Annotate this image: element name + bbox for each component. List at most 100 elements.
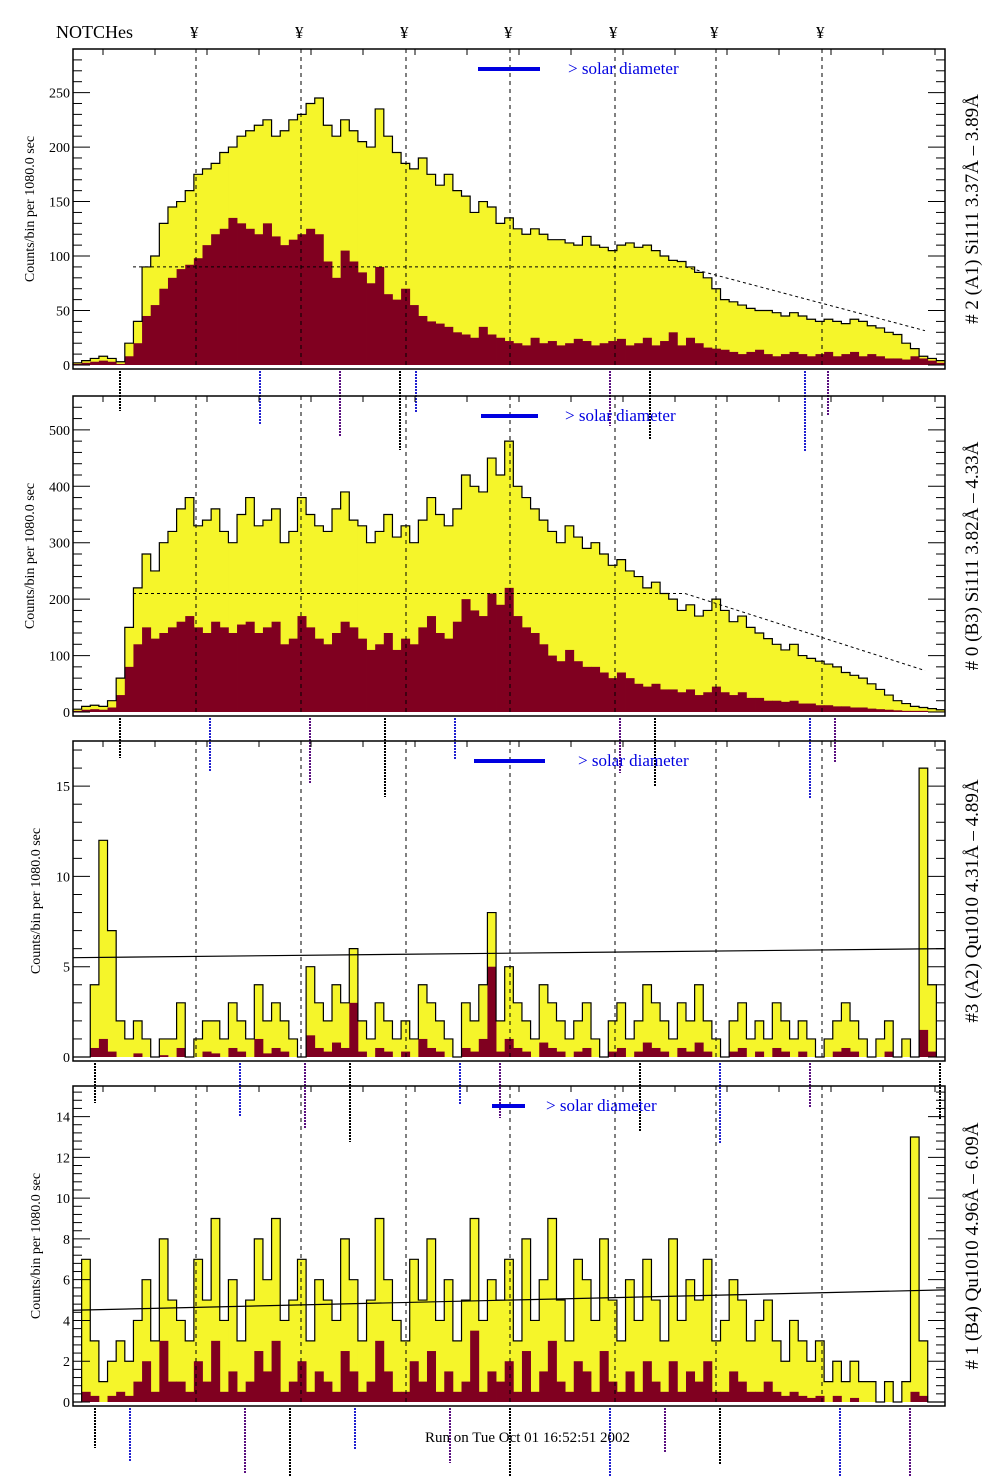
component-bar — [677, 345, 687, 365]
component-bar — [910, 710, 920, 712]
total-bar — [547, 239, 557, 365]
total-bar — [755, 633, 765, 712]
component-bar — [202, 1051, 212, 1057]
total-bar — [288, 1300, 298, 1402]
total-bar — [401, 163, 411, 365]
component-bar — [720, 349, 730, 365]
total-bar — [332, 1320, 342, 1402]
component-bar — [340, 1351, 350, 1402]
total-bar — [357, 1340, 367, 1402]
total-bar — [763, 310, 773, 365]
total-bar — [116, 1340, 126, 1402]
total-bar — [418, 984, 428, 1057]
component-bar — [625, 678, 635, 712]
total-bar — [703, 1259, 713, 1402]
total-bar — [357, 1020, 367, 1057]
component-bar — [150, 638, 160, 712]
component-bar — [478, 1391, 488, 1402]
total-bar — [392, 152, 402, 365]
total-bar — [478, 984, 488, 1057]
total-bar — [755, 310, 765, 365]
total-bar — [651, 582, 661, 712]
total-bar — [884, 1381, 894, 1402]
component-bar — [150, 1391, 160, 1402]
total-bar — [323, 1300, 333, 1402]
total-bar — [340, 1238, 350, 1402]
component-bar — [245, 621, 255, 712]
component-bar — [487, 593, 497, 712]
total-bar — [193, 525, 203, 712]
component-bar — [832, 356, 842, 365]
component-bar — [651, 345, 661, 365]
total-bar — [850, 319, 860, 365]
y-tick-label: 150 — [49, 196, 70, 211]
total-bar — [910, 1136, 920, 1402]
total-bar — [409, 1259, 419, 1402]
component-bar — [582, 1047, 592, 1057]
total-bar — [556, 1020, 566, 1057]
component-bar — [133, 1053, 143, 1057]
total-bar — [90, 1340, 100, 1402]
total-bar — [237, 514, 247, 712]
component-bar — [124, 356, 134, 365]
component-bar — [211, 234, 221, 365]
total-bar — [755, 1320, 765, 1402]
component-bar — [565, 1391, 575, 1402]
total-bar — [107, 700, 117, 712]
component-bar — [513, 616, 523, 712]
total-bar — [685, 266, 696, 365]
total-bar — [332, 136, 342, 365]
solar-diameter-legend: > solar diameter — [565, 406, 676, 425]
total-bar — [668, 1038, 678, 1057]
component-bar — [133, 343, 143, 365]
component-bar — [349, 261, 359, 365]
component-bar — [487, 334, 497, 365]
component-bar — [245, 1381, 255, 1402]
total-bar — [245, 497, 255, 712]
component-bar — [392, 299, 402, 365]
component-bar — [409, 1361, 419, 1402]
total-bar — [254, 984, 264, 1057]
component-bar — [729, 351, 739, 365]
total-bar — [245, 1038, 255, 1057]
total-bar — [677, 610, 687, 712]
total-bar — [435, 185, 445, 365]
total-bar — [824, 1038, 834, 1057]
y-tick-label: 12 — [56, 1151, 70, 1166]
component-bar — [185, 264, 195, 365]
component-bar — [824, 351, 834, 365]
total-bar — [228, 542, 238, 712]
component-bar — [107, 1051, 117, 1057]
y-axis-label: Counts/bin per 1080.0 sec — [29, 1173, 44, 1319]
total-bar — [616, 245, 626, 365]
component-bar — [228, 217, 238, 365]
component-bar — [98, 709, 108, 712]
component-bar — [452, 332, 462, 365]
total-bar — [470, 1020, 480, 1057]
component-bar — [81, 362, 91, 365]
total-bar — [176, 508, 186, 712]
total-bar — [642, 984, 652, 1057]
total-bar — [685, 604, 696, 712]
component-bar — [539, 343, 549, 365]
component-bar — [875, 709, 885, 712]
total-bar — [271, 1002, 281, 1057]
total-bar — [893, 700, 903, 712]
total-bar — [625, 242, 635, 365]
total-bar — [176, 1320, 186, 1402]
component-bar — [660, 1391, 670, 1402]
component-bar — [815, 1395, 825, 1402]
total-bar — [763, 1300, 773, 1402]
component-bar — [81, 709, 91, 712]
component-bar — [832, 1051, 842, 1057]
component-bar — [591, 1391, 601, 1402]
component-bar — [90, 709, 100, 712]
total-bar — [616, 1340, 626, 1402]
component-bar — [582, 666, 592, 712]
component-bar — [521, 1051, 531, 1057]
total-outline — [72, 440, 945, 712]
component-bar — [306, 627, 316, 712]
total-bar — [90, 984, 100, 1057]
component-bar — [772, 1391, 782, 1402]
total-bar — [81, 1259, 91, 1402]
